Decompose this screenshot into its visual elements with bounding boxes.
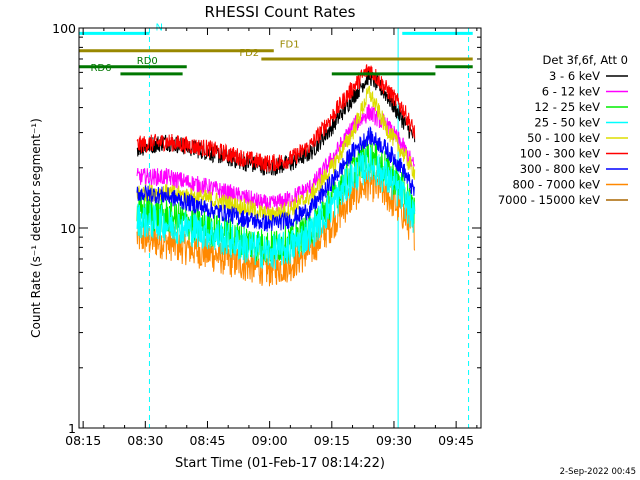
x-tick-label-5: 09:30: [376, 433, 412, 448]
series-line-1: [136, 104, 415, 214]
state-bar-label-5: RD0: [137, 56, 158, 67]
series-line-3: [136, 147, 416, 270]
x-tick-label-6: 09:45: [438, 433, 474, 448]
state-bar-label-3: FD1: [280, 40, 300, 51]
series-line-5: [136, 64, 416, 172]
chart-title: RHESSI Count Rates: [205, 3, 356, 21]
axes-group: 08:15 08:30 08:45 09:00 09:15 09:30 09:45 1 10 10…: [52, 21, 481, 448]
series-line-6: [136, 125, 416, 232]
x-tick-label-2: 08:45: [189, 433, 225, 448]
state-bar-label-4: FD2: [239, 48, 259, 59]
legend-header: Det 3f,6f, Att 0: [543, 53, 628, 67]
data-series-group: [78, 28, 470, 428]
footer-date: 2-Sep-2022 00:45: [560, 467, 636, 477]
legend-label-7: 800 - 7000 keV: [512, 178, 600, 192]
y-tick-label-1: 10: [60, 221, 76, 236]
legend-label-2: 12 - 25 keV: [534, 100, 600, 114]
legend-label-0: 3 - 6 keV: [549, 69, 600, 83]
x-tick-label-0: 08:15: [65, 433, 101, 448]
y-tick-label-0: 1: [68, 421, 76, 436]
y-axis-label: Count Rate (s⁻¹ detector segment⁻¹): [29, 118, 43, 338]
legend-label-8: 7000 - 15000 keV: [498, 193, 600, 207]
y-tick-label-2: 100: [52, 21, 76, 36]
state-bar-label-7: RD6: [90, 63, 111, 74]
x-axis-label: Start Time (01-Feb-17 08:14:22): [175, 456, 385, 471]
legend-label-5: 100 - 300 keV: [520, 147, 600, 161]
legend-label-4: 50 - 100 keV: [527, 131, 600, 145]
x-tick-label-3: 09:00: [252, 433, 288, 448]
legend-label-1: 6 - 12 keV: [542, 85, 600, 99]
legend-label-3: 25 - 50 keV: [534, 116, 600, 130]
series-line-4: [136, 85, 416, 223]
x-tick-label-1: 08:30: [127, 433, 163, 448]
x-tick-label-4: 09:15: [314, 433, 350, 448]
legend-label-6: 300 - 800 keV: [520, 162, 600, 176]
